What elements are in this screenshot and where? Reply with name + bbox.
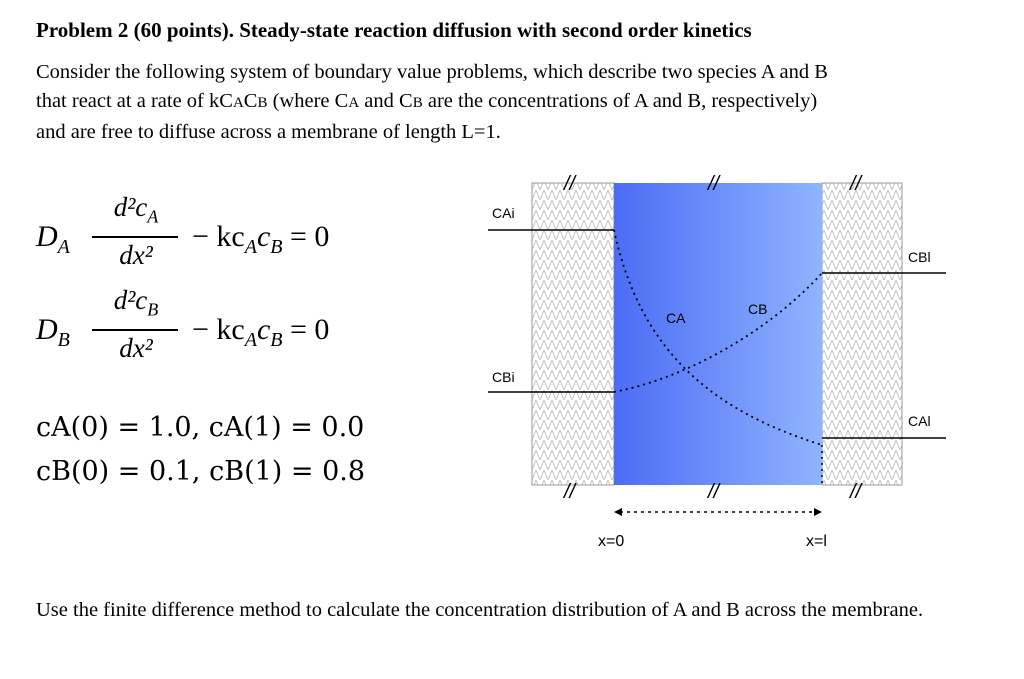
ca-profile-curve [613,229,823,446]
eq2-fraction-bar [92,329,178,331]
right-reservoir [821,182,903,486]
intro-line-1: Consider the following system of boundar… [36,61,828,83]
label-cal: CAl [908,413,931,429]
break-mark-top-right: // [848,173,864,195]
break-mark-bottom-mid: // [706,481,722,503]
eq1-rhs: − kcAcB = 0 [192,220,330,258]
eq2-denominator: dx² [119,333,153,363]
membrane [614,183,822,485]
eq1-fraction-bar [92,236,178,238]
problem-title: Problem 2 (60 points). Steady-state reac… [36,18,752,42]
break-mark-bottom-left: // [562,481,578,503]
eq2-lhs: DB [36,313,70,351]
intro-line-2: that react at a rate of kCACB (where CA … [36,90,818,112]
membrane-diagram: // // // // // // CAi CBi CBl CAl CA CB … [488,173,946,550]
label-cbi: CBi [492,369,515,385]
break-mark-bottom-right: // [848,481,864,503]
boundary-condition-2: cB(0) = 0.1, cB(1) = 0.8 [36,456,366,487]
intro-line-3: and are free to diffuse across a membran… [36,121,501,143]
eq2-rhs: − kcAcB = 0 [192,313,330,351]
eq1-numerator: d²cA [113,192,159,227]
break-mark-top-mid: // [706,173,722,195]
length-arrow-left-head [614,508,622,516]
problem-instruction: Use the finite difference method to calc… [36,599,924,621]
break-mark-top-left: // [562,173,578,195]
eq2-numerator: d²cB [113,285,159,320]
label-xl: x=l [806,533,827,550]
left-reservoir [531,182,615,486]
eq1-denominator: dx² [119,240,153,270]
boundary-condition-1: cA(0) = 1.0, cA(1) = 0.0 [36,412,365,443]
eq1-lhs: DA [36,220,70,258]
label-x0: x=0 [598,533,624,550]
label-cbl: CBl [908,249,931,265]
label-cb-curve: CB [748,301,767,317]
length-arrow-right-head [814,508,822,516]
label-cai: CAi [492,205,515,221]
label-ca-curve: CA [666,310,686,326]
problem-intro: Consider the following system of boundar… [36,58,996,147]
